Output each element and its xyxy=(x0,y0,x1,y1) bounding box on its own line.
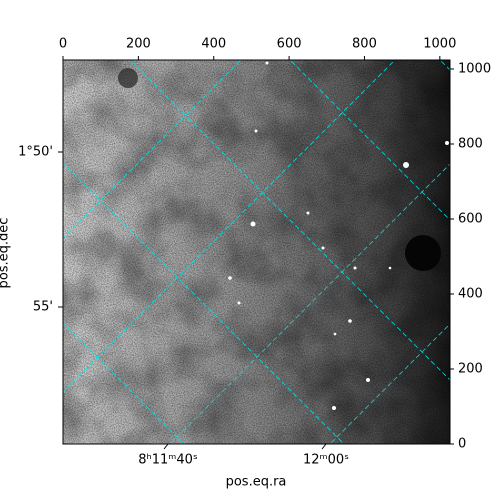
x-tick-label: 200 xyxy=(126,37,151,52)
x-tick-label: 600 xyxy=(277,37,302,52)
y-tick-label: 1000 xyxy=(458,62,491,77)
sky-image xyxy=(63,60,450,444)
dec-label: 55' xyxy=(33,300,53,315)
y-tick-label: 800 xyxy=(458,137,483,152)
y-tick-label: 0 xyxy=(458,437,466,452)
wcs-ticks xyxy=(58,151,327,450)
ra-label: 8ʰ11ᵐ40ˢ xyxy=(138,453,198,468)
x-tick-label: 400 xyxy=(201,37,226,52)
y-tick-label: 600 xyxy=(458,212,483,227)
x-tick-label: 1000 xyxy=(423,37,456,52)
y-tick-label: 200 xyxy=(458,362,483,377)
x-tick-label: 800 xyxy=(352,37,377,52)
x-tick-label: 0 xyxy=(59,37,67,52)
stars xyxy=(228,61,449,410)
y-tick-label: 400 xyxy=(458,287,483,302)
dec-label: 1°50' xyxy=(18,145,53,160)
y-axis-label: pos.eq.dec xyxy=(0,218,12,289)
x-axis-label: pos.eq.ra xyxy=(226,475,287,490)
frame xyxy=(62,59,451,445)
coordinate-grid xyxy=(63,60,450,444)
ra-label: 12ᵐ00ˢ xyxy=(303,453,349,468)
